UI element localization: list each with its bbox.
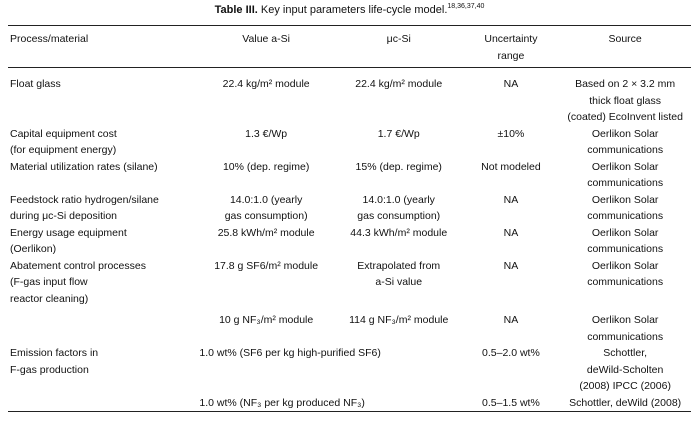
cell-value-mcsi: 44.3 kWh/m² module [350, 226, 448, 239]
cell-process: Feedstock ratio hydrogen/silane during μ… [10, 193, 159, 223]
cell-value-asi: 17.8 g SF6/m² module [214, 259, 319, 272]
cell-value-mcsi: Extrapolated from a-Si value [357, 259, 441, 289]
cell-process: Capital equipment cost (for equipment en… [10, 127, 117, 157]
top-rule [8, 25, 691, 26]
table-caption: Table III. Key input parameters life-cyc… [0, 3, 699, 16]
table-row: Float glass 22.4 kg/m² module 22.4 kg/m²… [8, 76, 691, 126]
cell-source: Based on 2 × 3.2 mm thick float glass (c… [567, 78, 683, 123]
cell-process: Abatement control processes (F-gas input… [10, 259, 146, 305]
table-row: Abatement control processes (F-gas input… [8, 258, 691, 308]
caption-refs: 18,36,37,40 [447, 3, 485, 10]
cell-source: Oerlikon Solar communications [587, 314, 664, 343]
cell-value-asi: 1.3 €/Wp [245, 127, 288, 140]
cell-value-mcsi: 15% (dep. regime) [355, 160, 442, 173]
cell-uncertainty: NA [503, 193, 519, 206]
cell-uncertainty: NA [503, 259, 519, 272]
cell-value-asi: 22.4 kg/m² module [222, 78, 310, 90]
cell-source: Schottler, deWild (2008) [569, 396, 682, 409]
cell-uncertainty: ±10% [497, 127, 525, 140]
cell-value-combined: 1.0 wt% (NF₃ per kg produced NF₃) [199, 396, 365, 409]
header-uncertainty: Uncertainty range [484, 33, 538, 62]
table-row: Energy usage equipment (Oerlikon) 25.8 k… [8, 225, 691, 258]
header-value-asi: Value a-Si [242, 33, 290, 45]
caption-label: Table III. [214, 4, 258, 16]
parameters-table: Process/material Value a-Si μc-Si Uncert… [8, 27, 691, 411]
cell-process [8, 395, 197, 412]
header-source: Source [608, 33, 642, 45]
cell-value-mcsi: 22.4 kg/m² module [355, 78, 443, 90]
cell-process: Energy usage equipment (Oerlikon) [10, 226, 127, 256]
cell-source: Oerlikon Solar communications [587, 259, 664, 289]
header-row: Process/material Value a-Si μc-Si Uncert… [8, 27, 691, 67]
cell-value-asi: 25.8 kWh/m² module [217, 226, 315, 239]
cell-process: Float glass [10, 78, 61, 90]
cell-process: Material utilization rates (silane) [10, 160, 158, 173]
cell-source: Schottler, deWild-Scholten (2008) IPCC (… [579, 347, 671, 392]
table-row: Emission factors in F-gas production 1.0… [8, 345, 691, 395]
table-row: 1.0 wt% (NF₃ per kg produced NF₃) 0.5–1.… [8, 395, 691, 412]
caption-text: Key input parameters life-cycle model. [260, 4, 448, 16]
cell-process: Emission factors in F-gas production [10, 347, 99, 376]
cell-value-mcsi: 114 g NF₃/m² module [349, 314, 449, 326]
header-process: Process/material [10, 33, 89, 45]
cell-value-mcsi: 1.7 €/Wp [377, 127, 420, 140]
cell-value-asi: 10 g NF₃/m² module [219, 314, 314, 326]
cell-source: Oerlikon Solar communications [587, 226, 664, 256]
cell-source: Oerlikon Solar communications [587, 127, 664, 157]
bottom-rule [8, 411, 691, 412]
table-row: Feedstock ratio hydrogen/silane during μ… [8, 192, 691, 225]
cell-value-asi: 14.0:1.0 (yearly gas consumption) [224, 193, 308, 223]
header-rule [8, 67, 691, 68]
cell-uncertainty: NA [503, 226, 519, 239]
table-row: 10 g NF₃/m² module 114 g NF₃/m² module N… [8, 312, 691, 345]
cell-value-asi: 10% (dep. regime) [222, 160, 310, 173]
table-row: Material utilization rates (silane) 10% … [8, 159, 691, 192]
cell-source: Oerlikon Solar communications [587, 193, 664, 223]
cell-uncertainty: NA [503, 314, 519, 326]
header-mcsi: μc-Si [386, 33, 411, 45]
table-row: Capital equipment cost (for equipment en… [8, 126, 691, 159]
cell-uncertainty: Not modeled [481, 160, 541, 173]
cell-uncertainty: 0.5–1.5 wt% [482, 396, 540, 409]
cell-value-combined: 1.0 wt% (SF6 per kg high-purified SF6) [199, 347, 381, 359]
cell-uncertainty: 0.5–2.0 wt% [482, 347, 540, 359]
cell-uncertainty: NA [503, 78, 519, 90]
cell-process [8, 312, 197, 345]
cell-value-mcsi: 14.0:1.0 (yearly gas consumption) [357, 193, 441, 223]
cell-source: Oerlikon Solar communications [587, 160, 664, 190]
